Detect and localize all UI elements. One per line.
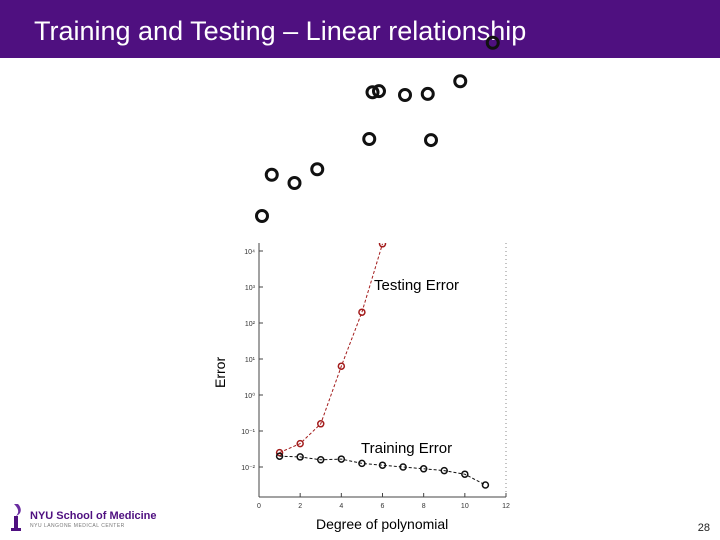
series-point: [358, 459, 366, 468]
slide-title: Training and Testing – Linear relationsh…: [34, 16, 527, 46]
series-testing-error: [275, 243, 387, 457]
series-point: [481, 481, 490, 489]
series-point: [399, 463, 407, 471]
y-tick-label: 10⁰: [244, 392, 255, 400]
series-point: [378, 243, 387, 248]
series-point: [317, 456, 325, 464]
logo-subtitle: NYU LANGONE MEDICAL CENTER: [30, 523, 125, 529]
x-tick-label: 10: [461, 503, 469, 510]
scatter-point: [264, 167, 279, 182]
series-point: [358, 308, 366, 316]
x-tick-label: 4: [339, 503, 343, 510]
scatter-point: [365, 85, 380, 100]
series-point: [337, 455, 346, 463]
page-number: 28: [697, 522, 710, 534]
series-point: [275, 448, 284, 457]
y-tick-label: 10⁻¹: [241, 429, 255, 436]
training-error-label: Training Error: [361, 440, 452, 457]
scatter-point: [372, 84, 386, 99]
scatter-point: [362, 132, 377, 146]
y-tick-label: 10¹: [245, 357, 256, 364]
y-tick-label: 10³: [245, 285, 256, 292]
series-point: [275, 452, 284, 460]
testing-error-label: Testing Error: [374, 277, 459, 294]
y-tick-label: 10⁻²: [241, 465, 255, 472]
scatter-point: [420, 86, 435, 101]
scatter-point: [398, 88, 412, 102]
series-training-error: [275, 452, 490, 489]
series-point: [419, 465, 428, 473]
x-tick-label: 6: [381, 503, 385, 510]
logo-name: NYU School of Medicine: [30, 510, 157, 522]
error-plot: 10⁴ 10³ 10² 10¹ 10⁰ 10⁻¹ 10⁻² 0 2 4 6 8 10 12 Testing …: [241, 243, 510, 510]
x-tick-label: 2: [298, 503, 302, 510]
series-point: [461, 470, 469, 478]
y-axis-label: Error: [212, 356, 228, 388]
y-tick-label: 10²: [245, 321, 256, 328]
series-point: [440, 466, 448, 475]
title-bar: Training and Testing – Linear relationsh…: [0, 0, 720, 58]
nyu-logo: NYU School of Medicine NYU LANGONE MEDIC…: [4, 500, 157, 536]
x-axis-label: Degree of polynomial: [316, 516, 449, 532]
scatter-point: [453, 74, 468, 89]
series-point: [296, 439, 304, 448]
series-line: [279, 243, 383, 454]
y-tick-label: 10⁴: [244, 249, 255, 256]
series-point: [296, 453, 304, 461]
series-point: [337, 362, 346, 370]
x-tick-label: 8: [422, 503, 426, 510]
series-line: [279, 455, 486, 486]
scatter-point: [287, 176, 302, 190]
x-tick-label: 12: [502, 503, 510, 510]
torch-icon: [11, 504, 21, 531]
series-point: [317, 420, 325, 428]
scatter-point: [255, 209, 269, 223]
series-point: [378, 461, 387, 469]
scatter-point: [310, 162, 325, 177]
scatter-plot: [255, 35, 500, 223]
scatter-point: [485, 35, 500, 50]
scatter-point: [424, 133, 438, 148]
x-tick-label: 0: [257, 503, 261, 510]
